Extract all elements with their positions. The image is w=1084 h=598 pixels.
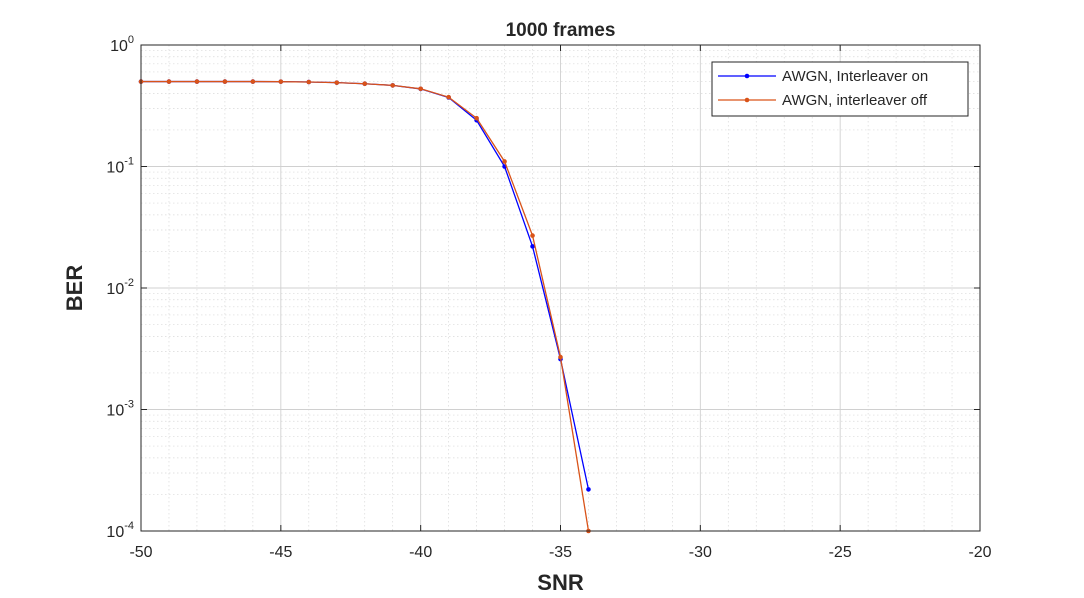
chart-title: 1000 frames: [506, 20, 616, 41]
legend: AWGN, Interleaver on AWGN, interleaver o…: [711, 61, 969, 117]
y-tick-label: 10-1: [106, 156, 134, 177]
x-tick-label: -50: [129, 544, 152, 561]
data-point: [558, 354, 563, 360]
data-point: [474, 115, 479, 121]
data-point: [530, 233, 535, 238]
x-axis-label: SNR: [537, 570, 584, 595]
data-point: [530, 244, 535, 249]
x-tick-label: -45: [269, 544, 292, 561]
data-point: [250, 79, 256, 84]
data-point: [222, 79, 228, 84]
legend-box: [711, 61, 969, 117]
data-point: [166, 79, 172, 84]
data-point: [306, 79, 312, 85]
x-tick-label: -25: [829, 544, 852, 561]
x-tick-label: -35: [549, 544, 572, 561]
y-tick-label: 10-3: [106, 399, 134, 420]
x-axis-ticks: -50 -45 -40 -35 -30 -25 -20: [129, 45, 992, 561]
data-point: [390, 83, 396, 88]
data-point: [278, 79, 284, 84]
series-interleaver-off: [138, 79, 591, 534]
data-point: [502, 159, 507, 164]
legend-label-interleaver-on: AWGN, Interleaver on: [782, 68, 928, 85]
data-point: [418, 86, 423, 92]
y-tick-label: 10-4: [106, 520, 134, 541]
data-point: [334, 80, 340, 85]
legend-marker-interleaver-off: [744, 97, 750, 103]
data-point: [194, 79, 200, 84]
data-point: [362, 81, 368, 87]
x-tick-label: -20: [968, 544, 991, 561]
series-layer: [138, 79, 591, 534]
data-point: [446, 94, 451, 100]
y-tick-label: 10-2: [106, 277, 134, 298]
y-tick-label: 100: [110, 34, 134, 55]
legend-label-interleaver-off: AWGN, interleaver off: [782, 92, 928, 109]
y-axis-label: BER: [62, 265, 87, 312]
x-tick-label: -40: [409, 544, 432, 561]
y-axis-ticks: 100 10-1 10-2 10-3 10-4: [106, 34, 980, 541]
x-tick-label: -30: [689, 544, 712, 561]
data-point: [586, 487, 591, 492]
legend-marker-interleaver-on: [744, 73, 750, 79]
